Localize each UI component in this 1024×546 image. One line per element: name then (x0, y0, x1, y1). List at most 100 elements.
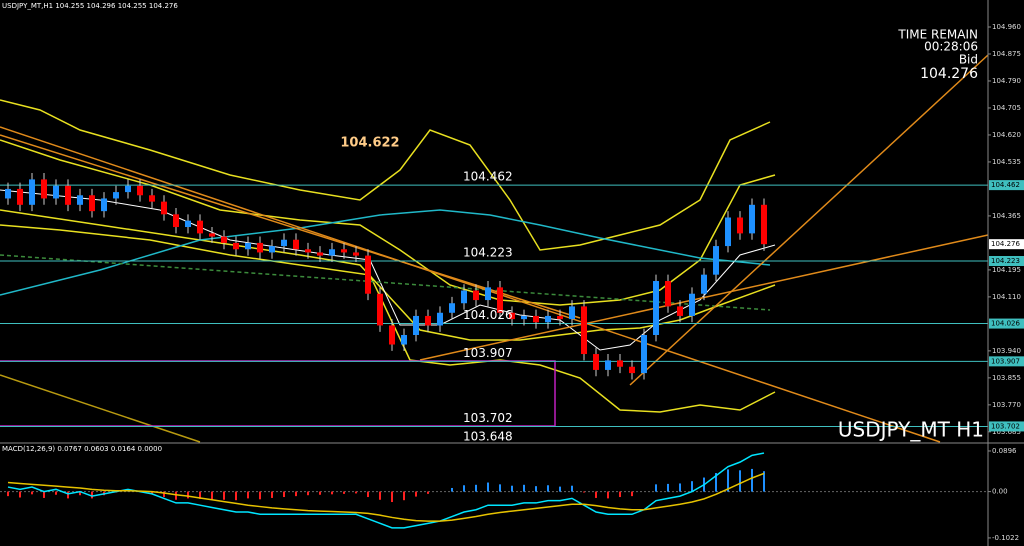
candle-body (545, 315, 551, 323)
candle-body (737, 217, 743, 234)
candle-body (317, 252, 323, 256)
fast-average (0, 189, 776, 351)
level-box (989, 256, 1024, 267)
candle-body (101, 198, 107, 212)
y-tick-label: 104.620 (992, 131, 1021, 139)
candle-body (509, 312, 515, 320)
bid-value: 104.276 (920, 66, 978, 82)
band-mid-upper (0, 139, 776, 306)
watermark: USDJPY_MT H1 (838, 418, 984, 442)
y-tick-label: 103.685 (992, 428, 1021, 436)
candle-body (125, 185, 131, 193)
level-box-label: 103.907 (991, 357, 1020, 365)
candle-body (389, 325, 395, 345)
level-label: 104.462 (463, 170, 513, 184)
candle-body (605, 360, 611, 370)
y-tick-label: 103.770 (992, 401, 1021, 409)
candle-body (17, 188, 23, 205)
candle-body (641, 334, 647, 374)
y-tick-label: -0.1022 (992, 534, 1019, 542)
candle-body (725, 217, 731, 247)
y-tick-label: 104.110 (992, 293, 1021, 301)
level-label: 104.223 (463, 246, 513, 260)
candle-body (365, 255, 371, 294)
candle-body (521, 315, 527, 320)
candle-body (665, 281, 671, 307)
candle-body (401, 334, 407, 345)
candle-body (5, 188, 11, 199)
candle-body (749, 204, 755, 234)
candle-body (473, 290, 479, 301)
candle-body (77, 195, 83, 205)
candle-body (185, 220, 191, 228)
chart-header: USDJPY_MT,H1 104.255 104.296 104.255 104… (2, 2, 178, 10)
candle-body (41, 179, 47, 199)
level-box (989, 180, 1024, 191)
level-box (989, 318, 1024, 329)
trend-line (0, 374, 201, 443)
level-label: 103.702 (463, 411, 513, 425)
y-tick-label: 104.790 (992, 77, 1021, 85)
candle-body (221, 236, 227, 243)
candle-body (293, 239, 299, 250)
level-box-label: 104.462 (991, 181, 1020, 189)
candle-body (281, 239, 287, 247)
bid-box-label: 104.276 (991, 240, 1020, 248)
candle-body (761, 204, 767, 245)
candle-body (425, 315, 431, 326)
candle-body (533, 315, 539, 323)
timer: 00:28:06 (924, 40, 978, 54)
level-box (989, 421, 1024, 432)
candle-body (377, 293, 383, 326)
band-lower (0, 224, 776, 413)
candle-body (341, 249, 347, 253)
bid-label: Bid (959, 53, 978, 67)
candle-body (173, 214, 179, 228)
candle-body (629, 366, 635, 374)
candle-body (305, 249, 311, 253)
trend-line (0, 134, 581, 319)
candle-body (461, 290, 467, 304)
candle-body (269, 246, 275, 253)
y-tick-label: 0.0896 (992, 447, 1017, 455)
candle-body (701, 274, 707, 294)
level-box-label: 103.702 (991, 422, 1020, 430)
candle-body (569, 306, 575, 320)
level-box-label: 104.026 (991, 320, 1020, 328)
candle-body (257, 242, 263, 253)
trend-line (0, 126, 941, 443)
timer-label: TIME REMAIN (897, 28, 978, 42)
candle-body (677, 306, 683, 316)
low-marker: 103.648 (463, 430, 513, 444)
bid-box (989, 239, 1024, 250)
y-tick-label: 103.855 (992, 374, 1021, 382)
candle-body (689, 293, 695, 316)
candle-body (29, 179, 35, 205)
candle-body (65, 185, 71, 205)
macd-line (7, 472, 765, 522)
candle-body (497, 287, 503, 313)
candle-body (245, 242, 251, 250)
candle-body (713, 246, 719, 275)
candle-body (197, 220, 203, 234)
candle-body (137, 185, 143, 196)
high-marker: 104.622 (340, 136, 399, 151)
candle-body (617, 360, 623, 367)
macd-header: MACD(12,26,9) 0.0767 0.0603 0.0164 0.000… (2, 445, 162, 453)
candle-body (89, 195, 95, 212)
band-upper (0, 99, 771, 251)
level-box-label: 104.223 (991, 257, 1020, 265)
level-label: 103.907 (463, 346, 513, 360)
y-tick-label: 104.365 (992, 212, 1021, 220)
candle-body (209, 233, 215, 237)
candle-body (653, 281, 659, 335)
y-tick-label: 104.705 (992, 104, 1021, 112)
y-tick-label: 104.535 (992, 158, 1021, 166)
y-tick-label: 104.195 (992, 266, 1021, 274)
candle-body (449, 303, 455, 313)
moving-average (0, 209, 771, 296)
candle-body (581, 306, 587, 355)
level-box (989, 356, 1024, 367)
